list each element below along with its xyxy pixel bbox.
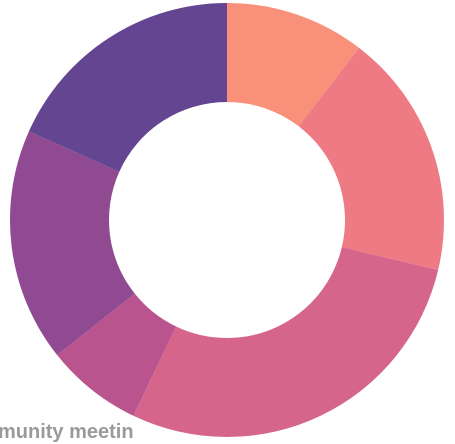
donut-slice-5 <box>9 131 135 356</box>
slices-group <box>9 3 444 437</box>
donut-slice-3 <box>133 247 439 437</box>
labels-group: 18%munity meetin <box>0 421 134 443</box>
donut-slice-2 <box>298 47 444 270</box>
donut-slice-6 <box>28 3 228 172</box>
slice-label-5: munity meetin <box>0 421 134 443</box>
donut-slice-1 <box>227 3 359 127</box>
donut-slice-4 <box>57 293 177 416</box>
